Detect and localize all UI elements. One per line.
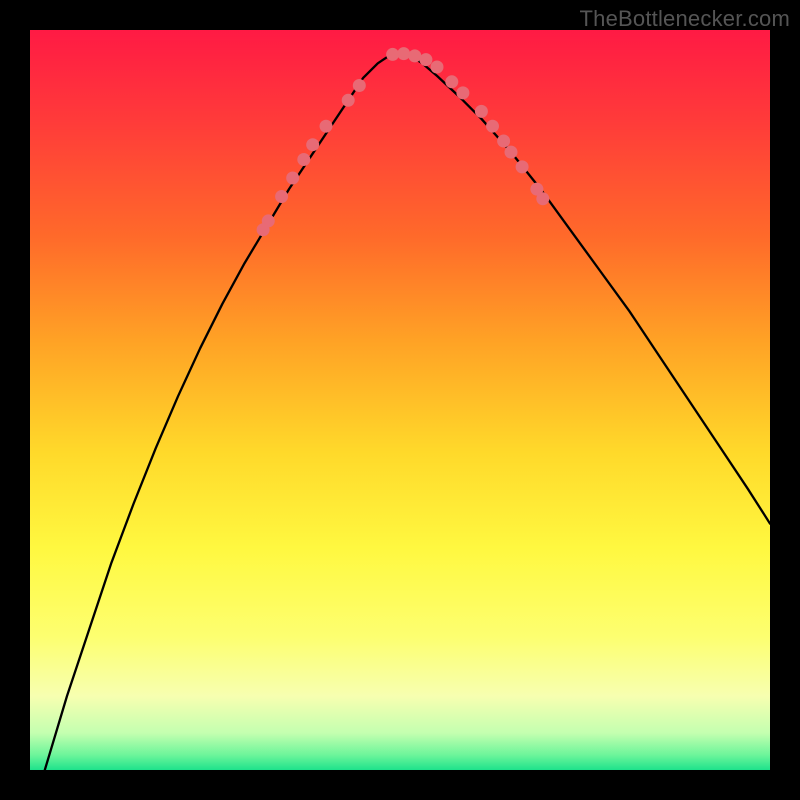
marker-point <box>262 214 275 227</box>
marker-point <box>536 192 549 205</box>
marker-point <box>431 61 444 74</box>
marker-point <box>456 86 469 99</box>
marker-point <box>408 49 421 62</box>
marker-point <box>306 138 319 151</box>
gradient-background <box>30 30 770 770</box>
plot-frame <box>30 30 770 770</box>
marker-point <box>397 47 410 60</box>
marker-point <box>486 120 499 133</box>
marker-point <box>475 105 488 118</box>
marker-point <box>497 135 510 148</box>
marker-point <box>505 146 518 159</box>
marker-point <box>342 94 355 107</box>
marker-point <box>386 48 399 61</box>
watermark-text: TheBottlenecker.com <box>580 6 790 32</box>
chart-svg <box>30 30 770 770</box>
marker-point <box>445 75 458 88</box>
marker-point <box>297 153 310 166</box>
marker-point <box>353 79 366 92</box>
marker-point <box>286 172 299 185</box>
marker-point <box>320 120 333 133</box>
marker-point <box>275 190 288 203</box>
marker-point <box>516 160 529 173</box>
marker-point <box>419 53 432 66</box>
